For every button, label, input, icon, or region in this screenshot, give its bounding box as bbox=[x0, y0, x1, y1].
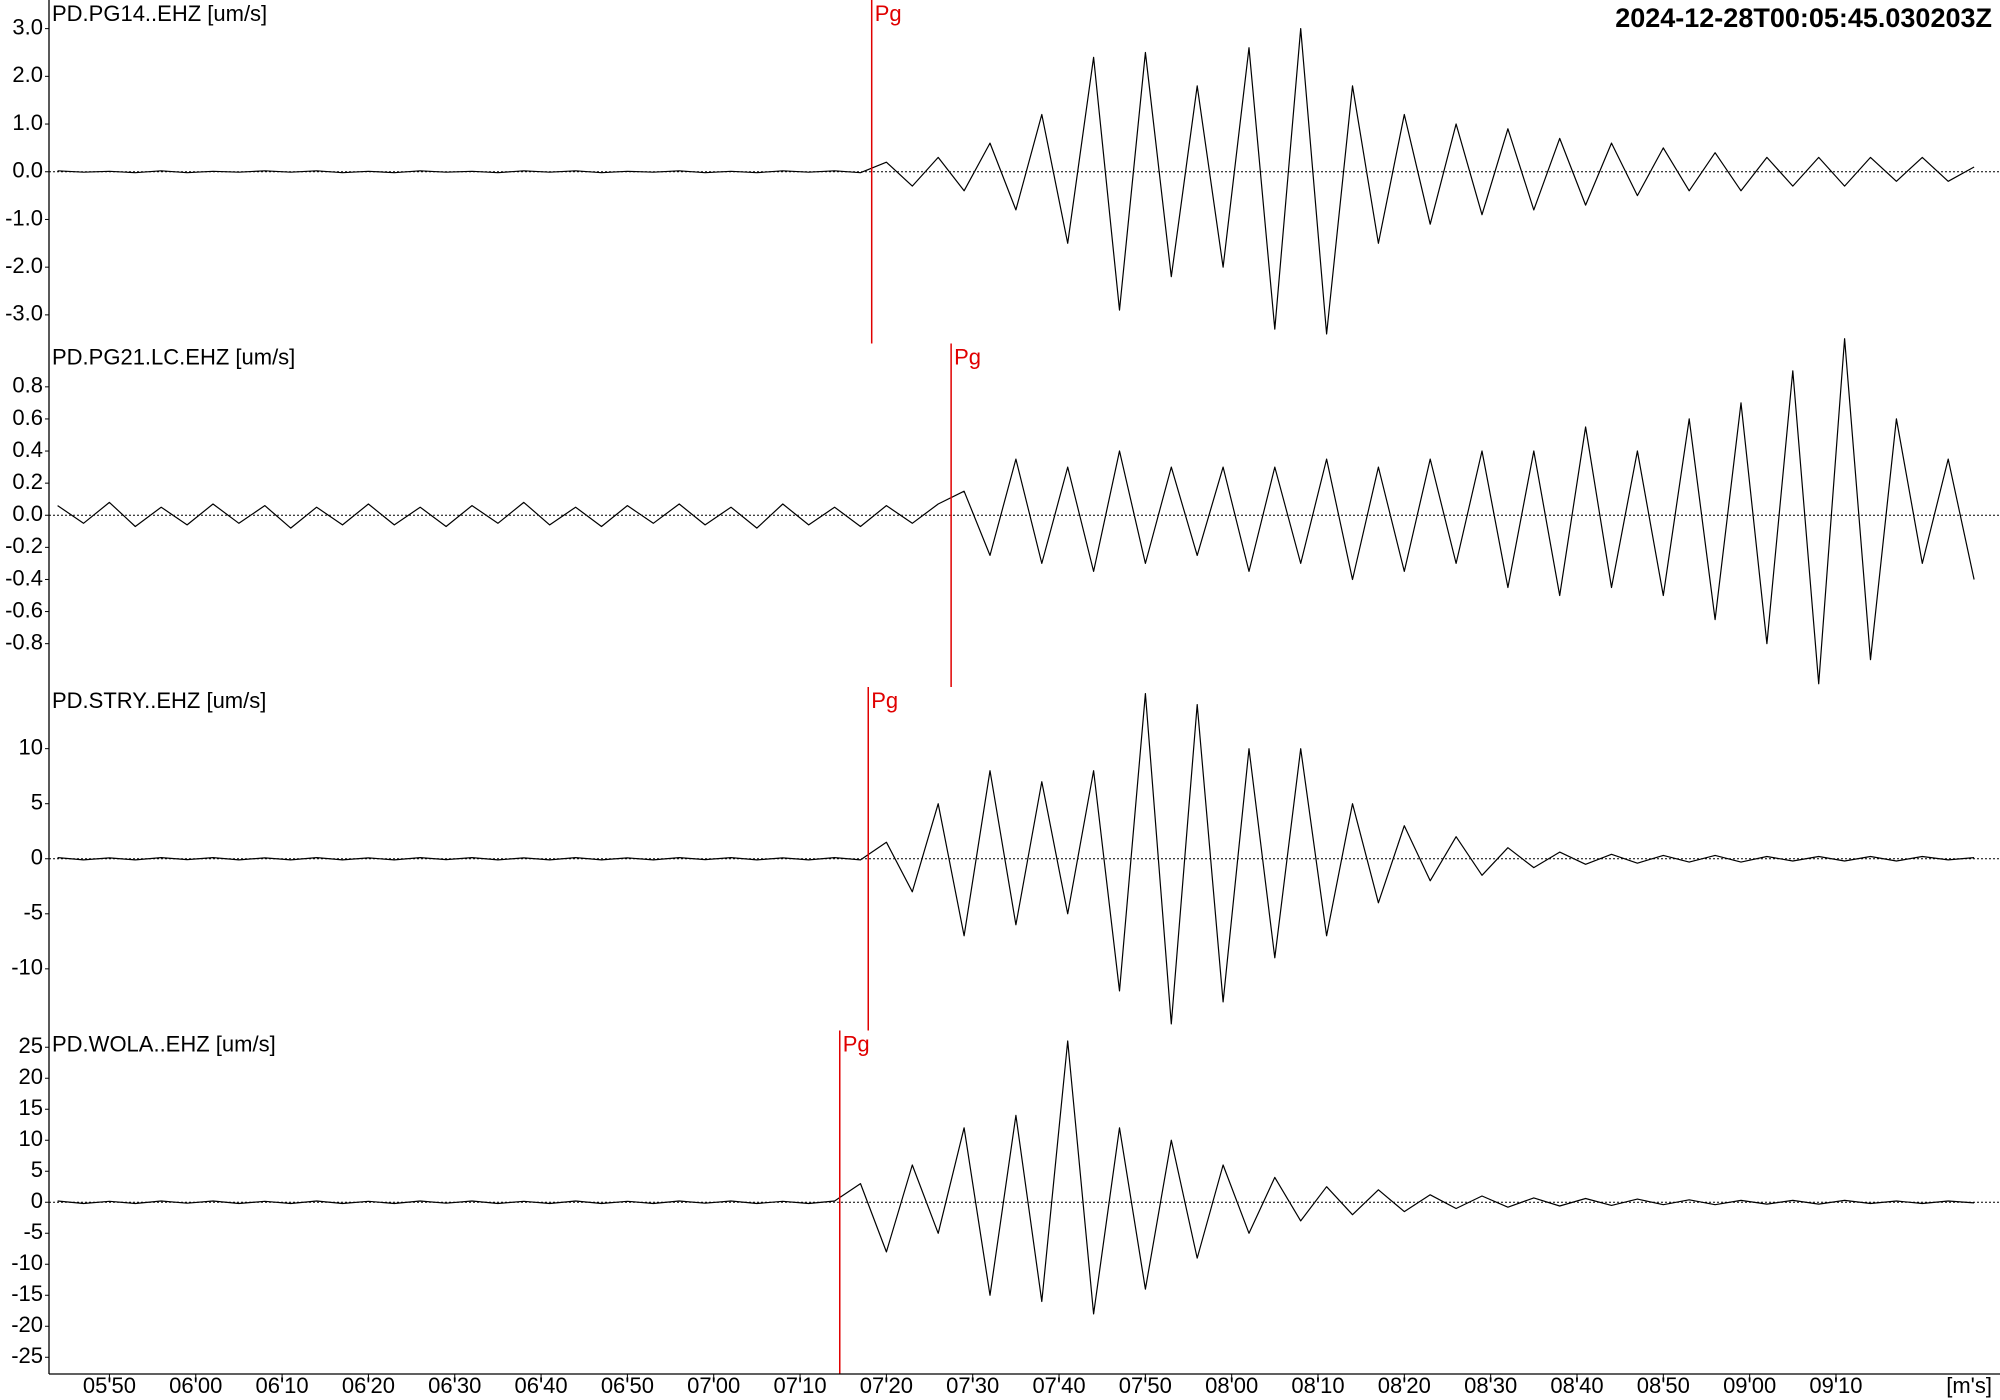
x-tick-label: 07'40 bbox=[1032, 1373, 1085, 1398]
y-tick-label: -3.0 bbox=[5, 301, 43, 326]
x-tick-label: 06'00 bbox=[169, 1373, 222, 1398]
y-tick-label: 0 bbox=[31, 845, 43, 870]
x-tick-label: 07'50 bbox=[1119, 1373, 1172, 1398]
x-tick-label: 06'50 bbox=[601, 1373, 654, 1398]
channel-label: PD.WOLA..EHZ [um/s] bbox=[52, 1031, 276, 1056]
y-tick-label: -10 bbox=[11, 1250, 43, 1275]
y-tick-label: 25 bbox=[19, 1033, 43, 1058]
y-tick-label: 0.8 bbox=[12, 373, 43, 398]
x-tick-label: 08'40 bbox=[1550, 1373, 1603, 1398]
y-tick-label: -0.8 bbox=[5, 629, 43, 654]
x-tick-label: 08'00 bbox=[1205, 1373, 1258, 1398]
y-tick-label: 0.0 bbox=[12, 501, 43, 526]
y-tick-label: 5 bbox=[31, 1157, 43, 1182]
x-tick-label: 07'20 bbox=[860, 1373, 913, 1398]
x-tick-label: 07'30 bbox=[946, 1373, 999, 1398]
y-tick-label: 1.0 bbox=[12, 110, 43, 135]
y-tick-label: -0.2 bbox=[5, 533, 43, 558]
phase-label: Pg bbox=[871, 688, 898, 713]
y-tick-label: 5 bbox=[31, 790, 43, 815]
y-tick-label: -0.4 bbox=[5, 565, 43, 590]
x-tick-label: 06'10 bbox=[256, 1373, 309, 1398]
y-tick-label: -0.6 bbox=[5, 597, 43, 622]
timestamp: 2024-12-28T00:05:45.030203Z bbox=[1615, 3, 1992, 33]
y-tick-label: 2.0 bbox=[12, 62, 43, 87]
x-tick-label: 05'50 bbox=[83, 1373, 136, 1398]
waveform bbox=[57, 28, 1975, 335]
y-tick-label: 3.0 bbox=[12, 14, 43, 39]
waveform bbox=[57, 338, 1975, 685]
y-tick-label: -5 bbox=[23, 900, 43, 925]
x-tick-label: 09'00 bbox=[1723, 1373, 1776, 1398]
phase-label: Pg bbox=[875, 1, 902, 26]
channel-label: PD.STRY..EHZ [um/s] bbox=[52, 688, 266, 713]
channel-label: PD.PG21.LC.EHZ [um/s] bbox=[52, 344, 295, 369]
y-tick-label: 0 bbox=[31, 1188, 43, 1213]
y-tick-label: -10 bbox=[11, 955, 43, 980]
x-tick-label: 09'10 bbox=[1809, 1373, 1862, 1398]
channel-label: PD.PG14..EHZ [um/s] bbox=[52, 1, 267, 26]
x-tick-label: 08'10 bbox=[1291, 1373, 1344, 1398]
y-tick-label: 0.2 bbox=[12, 469, 43, 494]
y-tick-label: 0.4 bbox=[12, 437, 43, 462]
y-tick-label: 20 bbox=[19, 1064, 43, 1089]
y-tick-label: -15 bbox=[11, 1281, 43, 1306]
waveform bbox=[57, 693, 1975, 1025]
y-tick-label: 15 bbox=[19, 1095, 43, 1120]
x-tick-label: 06'40 bbox=[514, 1373, 567, 1398]
x-tick-label: 08'50 bbox=[1637, 1373, 1690, 1398]
y-tick-label: -1.0 bbox=[5, 205, 43, 230]
y-tick-label: 0.6 bbox=[12, 405, 43, 430]
x-tick-label: 08'20 bbox=[1378, 1373, 1431, 1398]
y-tick-label: -2.0 bbox=[5, 253, 43, 278]
x-tick-label: 06'20 bbox=[342, 1373, 395, 1398]
phase-label: Pg bbox=[954, 344, 981, 369]
y-tick-label: 0.0 bbox=[12, 158, 43, 183]
y-tick-label: -5 bbox=[23, 1219, 43, 1244]
y-tick-label: -20 bbox=[11, 1312, 43, 1337]
y-tick-label: 10 bbox=[19, 1126, 43, 1151]
y-tick-label: 10 bbox=[19, 734, 43, 759]
y-tick-label: -25 bbox=[11, 1343, 43, 1368]
x-tick-label: 06'30 bbox=[428, 1373, 481, 1398]
x-tick-label: 07'10 bbox=[773, 1373, 826, 1398]
phase-label: Pg bbox=[843, 1031, 870, 1056]
x-axis-label: [m's] bbox=[1946, 1373, 1992, 1398]
x-tick-label: 08'30 bbox=[1464, 1373, 1517, 1398]
x-tick-label: 07'00 bbox=[687, 1373, 740, 1398]
waveform bbox=[57, 1040, 1975, 1315]
